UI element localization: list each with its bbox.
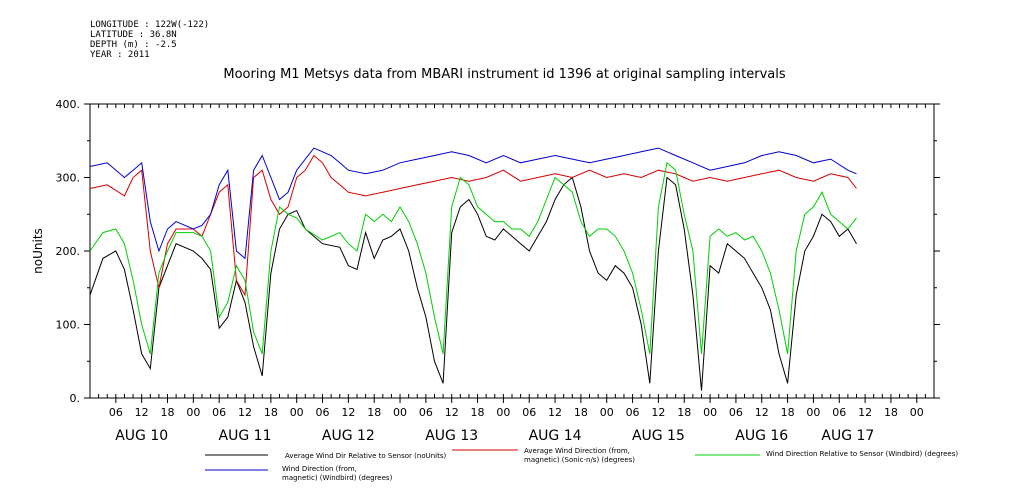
y-tick-label: 0. xyxy=(70,392,81,405)
x-tick-label: 00 xyxy=(496,406,510,419)
legend-label: Wind Direction (from, xyxy=(282,465,357,473)
x-tick-label: 00 xyxy=(600,406,614,419)
x-day-label: AUG 14 xyxy=(529,428,582,444)
x-tick-label: 00 xyxy=(186,406,200,419)
x-tick-label: 18 xyxy=(367,406,381,419)
x-day-label: AUG 12 xyxy=(322,428,375,444)
x-tick-label: 12 xyxy=(548,406,562,419)
x-tick-label: 00 xyxy=(393,406,407,419)
x-tick-label: 12 xyxy=(135,406,149,419)
x-tick-label: 00 xyxy=(290,406,304,419)
year-label: YEAR : 2011 xyxy=(90,50,150,60)
x-tick-label: 18 xyxy=(677,406,691,419)
x-tick-label: 12 xyxy=(755,406,769,419)
series-line-wind-direction-relative-windbird xyxy=(89,161,857,355)
x-tick-label: 06 xyxy=(419,406,433,419)
y-tick-label: 300. xyxy=(56,172,81,185)
y-tick-label: 400. xyxy=(56,98,81,111)
x-tick-label: 06 xyxy=(109,406,123,419)
axis-ticks: 06 12 18 00 06 12 18 00 06 12 18 00 06 12 18 00 06 12 18 00… xyxy=(56,98,940,444)
x-tick-label: 06 xyxy=(626,406,640,419)
x-tick-label: 12 xyxy=(858,406,872,419)
x-tick-label: 06 xyxy=(832,406,846,419)
x-tick-label: 12 xyxy=(341,406,355,419)
series-line-avg-wind-direction-sonic xyxy=(89,154,857,297)
x-tick-label: 06 xyxy=(729,406,743,419)
legend: Average Wind Dir Relative to Sensor (noU… xyxy=(205,447,958,482)
x-tick-label: 12 xyxy=(651,406,665,419)
x-day-label: AUG 15 xyxy=(632,428,685,444)
x-tick-label: 18 xyxy=(574,406,588,419)
longitude-label: LONGITUDE : 122W(-122) xyxy=(90,20,210,30)
latitude-label: LATITUDE : 36.8N xyxy=(90,30,177,40)
x-tick-label: 18 xyxy=(471,406,485,419)
y-tick-label: 100. xyxy=(56,319,81,332)
x-day-label: AUG 11 xyxy=(219,428,272,444)
legend-label: Average Wind Dir Relative to Sensor (noU… xyxy=(285,452,446,460)
x-tick-label: 06 xyxy=(522,406,536,419)
x-tick-label: 06 xyxy=(316,406,330,419)
x-tick-label: 12 xyxy=(238,406,252,419)
x-day-label: AUG 17 xyxy=(821,428,874,444)
series-line-wind-direction-windbird xyxy=(89,147,857,260)
x-tick-label: 12 xyxy=(445,406,459,419)
x-tick-label: 00 xyxy=(806,406,820,419)
x-day-label: AUG 13 xyxy=(425,428,478,444)
metadata-block: LONGITUDE : 122W(-122) LATITUDE : 36.8N … xyxy=(90,20,209,60)
legend-label: Wind Direction Relative to Sensor (Windb… xyxy=(766,450,958,458)
legend-label: magnetic) (Windbird) (degrees) xyxy=(282,474,393,482)
plot-frame xyxy=(89,103,935,399)
y-tick-label: 200. xyxy=(56,245,81,258)
x-tick-label: 00 xyxy=(910,406,924,419)
x-day-label: AUG 10 xyxy=(115,428,168,444)
x-tick-label: 18 xyxy=(781,406,795,419)
x-day-label: AUG 16 xyxy=(735,428,788,444)
series-line-avg-wind-dir-relative xyxy=(89,176,857,391)
depth-label: DEPTH (m) : -2.5 xyxy=(90,40,177,50)
series-lines xyxy=(89,147,857,391)
legend-label: magnetic) (Sonic-n/s) (degrees) xyxy=(524,456,635,464)
x-tick-label: 18 xyxy=(884,406,898,419)
chart-title: Mooring M1 Metsys data from MBARI instru… xyxy=(223,67,786,82)
legend-label: Average Wind Direction (from, xyxy=(524,447,630,455)
x-tick-label: 00 xyxy=(703,406,717,419)
x-tick-label: 06 xyxy=(212,406,226,419)
x-tick-label: 18 xyxy=(161,406,175,419)
y-axis-label: noUnits xyxy=(31,228,45,274)
x-tick-label: 18 xyxy=(264,406,278,419)
